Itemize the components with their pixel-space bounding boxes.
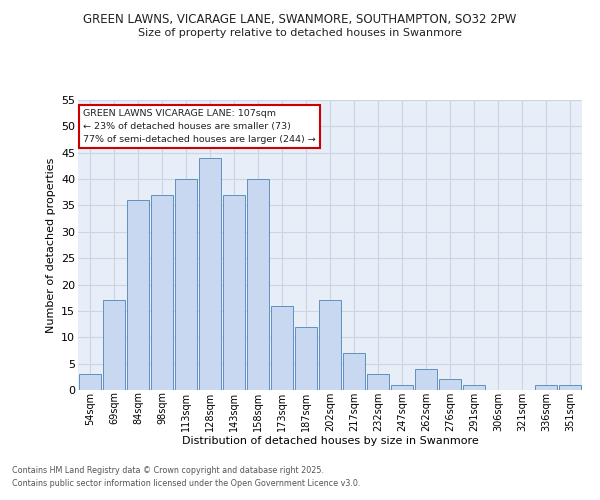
X-axis label: Distribution of detached houses by size in Swanmore: Distribution of detached houses by size … — [182, 436, 478, 446]
Text: GREEN LAWNS, VICARAGE LANE, SWANMORE, SOUTHAMPTON, SO32 2PW: GREEN LAWNS, VICARAGE LANE, SWANMORE, SO… — [83, 12, 517, 26]
Bar — [151, 195, 173, 390]
Bar — [103, 300, 125, 390]
Bar — [391, 384, 413, 390]
Text: Contains HM Land Registry data © Crown copyright and database right 2025.
Contai: Contains HM Land Registry data © Crown c… — [12, 466, 361, 487]
Bar — [295, 326, 317, 390]
Y-axis label: Number of detached properties: Number of detached properties — [46, 158, 56, 332]
Bar — [343, 353, 365, 390]
Text: Size of property relative to detached houses in Swanmore: Size of property relative to detached ho… — [138, 28, 462, 38]
Bar — [175, 179, 197, 390]
Bar — [535, 384, 557, 390]
Bar — [319, 300, 341, 390]
Bar — [199, 158, 221, 390]
Bar — [127, 200, 149, 390]
Bar — [463, 384, 485, 390]
Bar — [439, 380, 461, 390]
Bar — [79, 374, 101, 390]
Bar — [271, 306, 293, 390]
Bar — [415, 369, 437, 390]
Bar — [367, 374, 389, 390]
Bar — [223, 195, 245, 390]
Bar — [247, 179, 269, 390]
Bar — [559, 384, 581, 390]
Text: GREEN LAWNS VICARAGE LANE: 107sqm
← 23% of detached houses are smaller (73)
77% : GREEN LAWNS VICARAGE LANE: 107sqm ← 23% … — [83, 108, 316, 144]
